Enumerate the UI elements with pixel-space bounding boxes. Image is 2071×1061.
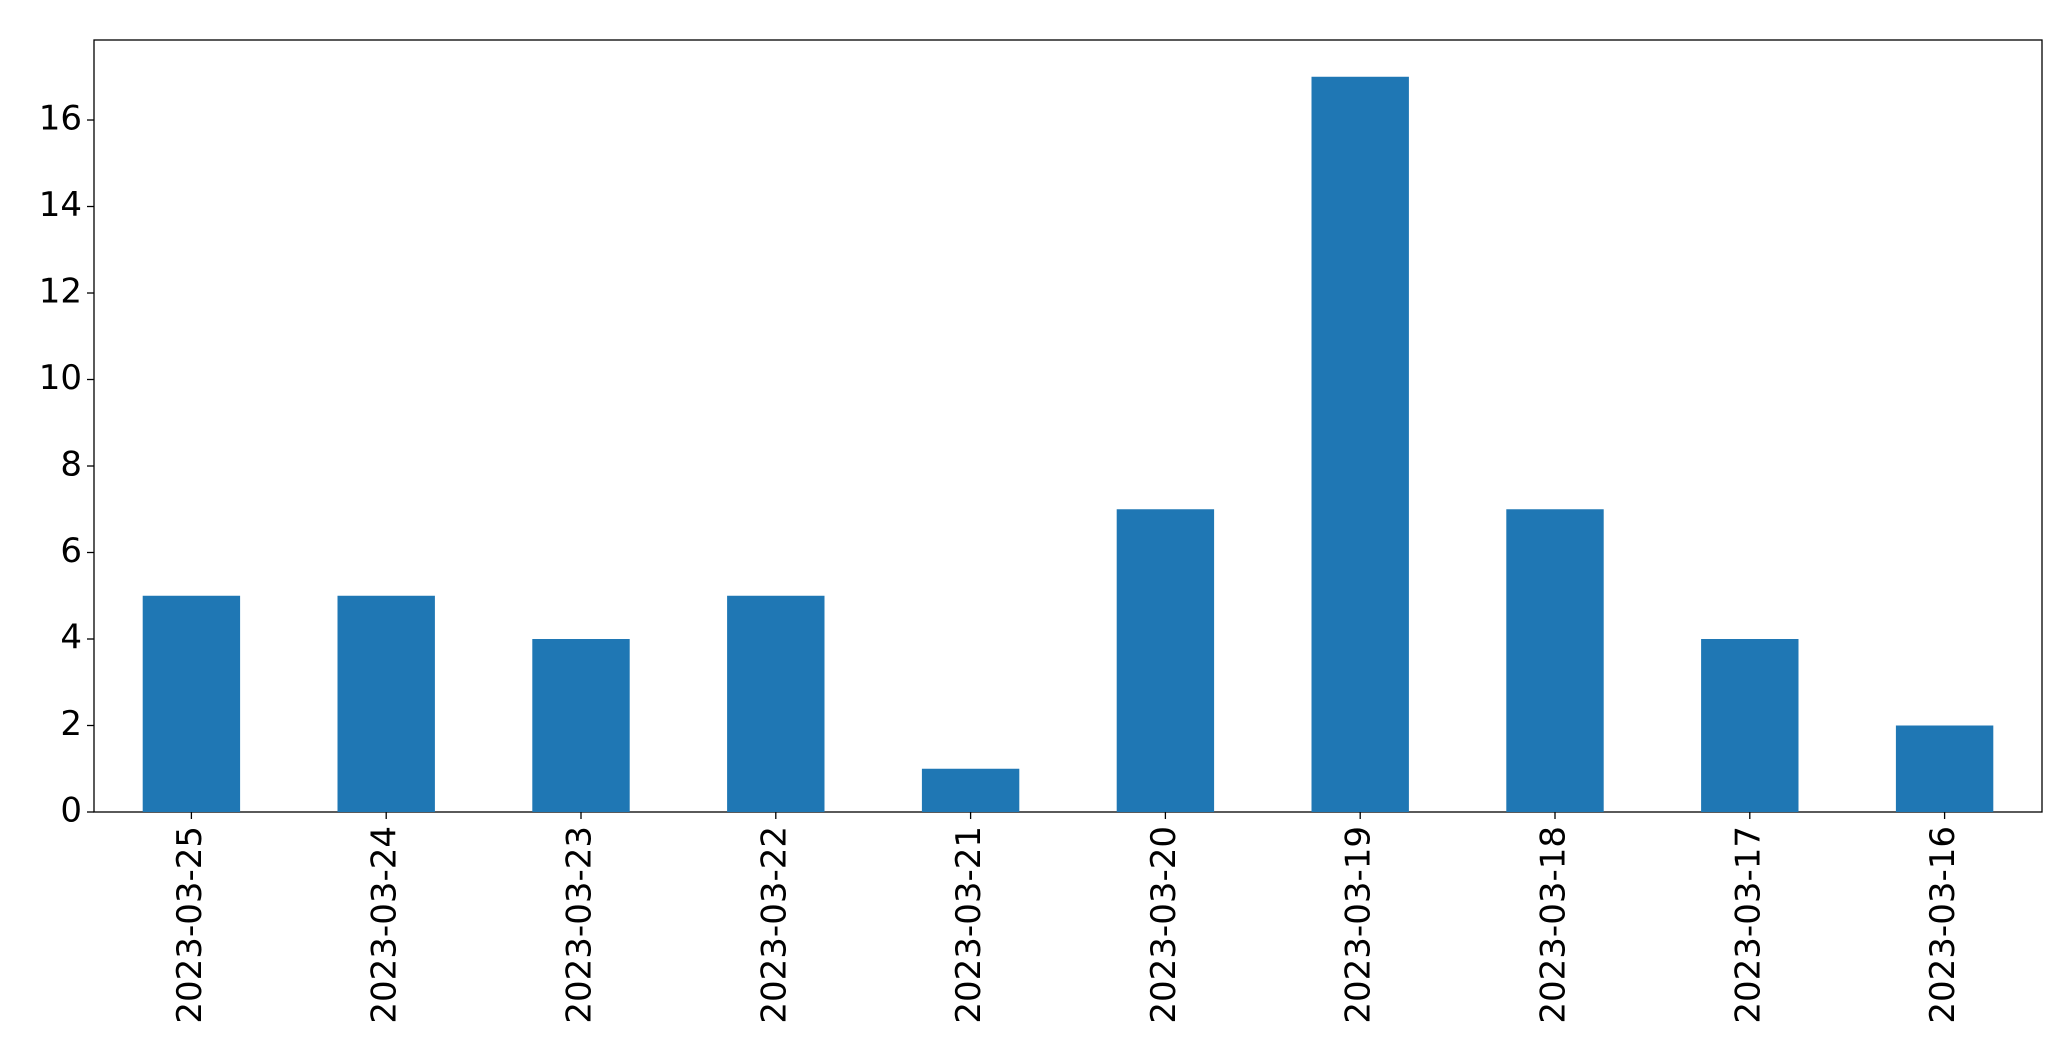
bar: [337, 595, 435, 812]
x-tick-label: 2023-03-24: [365, 826, 405, 1024]
plot-frame: [93, 39, 2043, 813]
x-tick-label: 2023-03-22: [754, 826, 794, 1024]
y-tick-label: 4: [60, 618, 82, 658]
y-tick-label: 14: [39, 185, 82, 225]
bar: [1701, 639, 1799, 812]
y-tick-label: 0: [60, 791, 82, 831]
bar: [727, 595, 825, 812]
x-tick-label: 2023-03-20: [1144, 826, 1184, 1024]
x-tick-label: 2023-03-18: [1534, 826, 1574, 1024]
bar: [1116, 509, 1215, 812]
bar: [921, 768, 1020, 812]
y-tick-label: 8: [60, 445, 82, 485]
y-tick-label: 10: [39, 358, 82, 398]
x-tick-label: 2023-03-16: [1923, 826, 1963, 1024]
bar: [532, 639, 630, 812]
y-tick-label: 16: [39, 99, 82, 139]
x-tick-label: 2023-03-25: [170, 826, 210, 1024]
y-tick-label: 2: [60, 704, 82, 744]
bar: [142, 595, 241, 812]
y-tick-label: 12: [39, 272, 82, 312]
bar: [1506, 509, 1604, 812]
x-tick-label: 2023-03-19: [1339, 826, 1379, 1024]
bar: [1895, 725, 1994, 812]
x-tick-label: 2023-03-23: [560, 826, 600, 1024]
x-tick-label: 2023-03-17: [1728, 826, 1768, 1024]
y-tick-label: 6: [60, 531, 82, 571]
bar: [1311, 76, 1409, 812]
x-tick-label: 2023-03-21: [949, 826, 989, 1024]
